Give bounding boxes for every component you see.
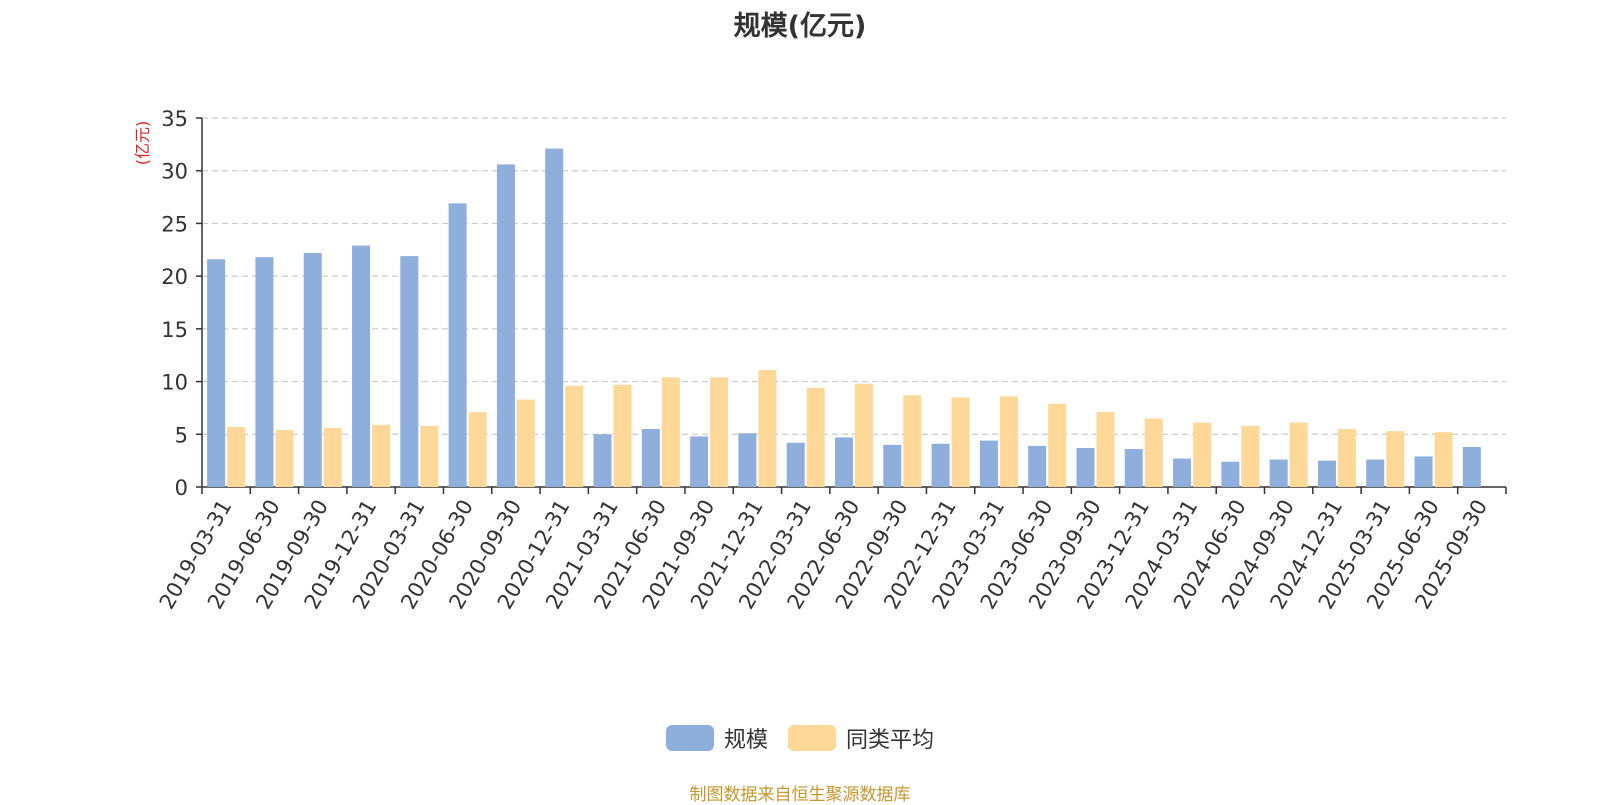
bar-scale: [883, 444, 902, 487]
bar-scale: [641, 429, 660, 487]
bar-peer-average: [1434, 432, 1453, 487]
bar-peer-average: [1386, 431, 1405, 487]
bar-scale: [1366, 459, 1385, 487]
bar-scale: [1317, 460, 1336, 487]
legend: 规模 同类平均: [0, 722, 1600, 754]
y-tick-label: 25: [161, 212, 188, 236]
legend-swatch-scale: [665, 725, 714, 751]
bar-scale: [835, 437, 853, 487]
bar-scale: [979, 440, 998, 487]
bar-scale: [545, 148, 564, 487]
bar-scale: [448, 203, 467, 487]
bar-peer-average: [758, 369, 777, 487]
bar-peer-average: [372, 424, 391, 487]
bar-peer-average: [468, 412, 487, 487]
bar-peer-average: [951, 397, 970, 487]
bar-peer-average: [275, 430, 294, 487]
source-note: 制图数据来自恒生聚源数据库: [689, 785, 911, 805]
bar-scale: [1124, 449, 1143, 487]
y-tick-label: 20: [161, 265, 188, 289]
bar-scale: [496, 164, 515, 488]
legend-label-peer-average: 同类平均: [846, 728, 935, 753]
bar-peer-average: [903, 395, 922, 487]
chart-title: 规模(亿元): [733, 11, 867, 42]
bar-scale: [593, 434, 612, 487]
bar-scale: [931, 443, 950, 487]
bar-peer-average: [1144, 418, 1163, 487]
bar-scale: [255, 257, 274, 487]
bar-peer-average: [806, 387, 825, 487]
y-tick-label: 15: [161, 318, 188, 342]
bar-peer-average: [855, 383, 873, 487]
bar-peer-average: [1193, 422, 1212, 487]
bar-scale: [1269, 459, 1288, 487]
bar-peer-average: [1241, 425, 1260, 487]
y-tick-label: 10: [161, 371, 188, 395]
bar-peer-average: [323, 427, 342, 487]
bar-peer-average: [1096, 412, 1115, 487]
bar-scale: [1028, 445, 1047, 487]
y-axis-label: (亿元): [133, 121, 152, 166]
bar-scale: [303, 252, 322, 487]
bar-peer-average: [613, 384, 632, 487]
bar-peer-average: [1337, 429, 1356, 487]
y-tick-label: 35: [161, 107, 188, 131]
bar-peer-average: [1048, 403, 1067, 487]
bar-scale: [690, 436, 709, 487]
legend-label-scale: 规模: [723, 728, 768, 753]
bar-peer-average: [999, 396, 1018, 487]
bar-peer-average: [661, 377, 680, 487]
bar-peer-average: [710, 377, 729, 487]
bar-scale: [207, 259, 226, 487]
y-tick-label: 30: [161, 160, 188, 184]
legend-item-scale[interactable]: 规模: [665, 722, 768, 754]
bar-scale: [400, 256, 419, 487]
bar-scale: [1173, 458, 1192, 487]
bar-scale: [352, 245, 371, 487]
legend-item-peer-average[interactable]: 同类平均: [788, 722, 934, 754]
bar-peer-average: [565, 385, 584, 487]
bar-scale: [786, 442, 805, 487]
bar-scale: [1414, 456, 1433, 487]
bar-peer-average: [1289, 422, 1308, 487]
y-tick-label: 0: [175, 476, 188, 500]
bar-scale: [1221, 461, 1240, 487]
bar-scale: [1462, 446, 1481, 487]
bar-peer-average: [227, 426, 246, 487]
bar-scale: [738, 433, 757, 487]
legend-swatch-peer-average: [788, 725, 836, 751]
bar-scale: [1076, 447, 1095, 487]
y-tick-label: 5: [175, 423, 188, 447]
bar-peer-average: [420, 425, 439, 487]
bar-peer-average: [516, 399, 535, 487]
